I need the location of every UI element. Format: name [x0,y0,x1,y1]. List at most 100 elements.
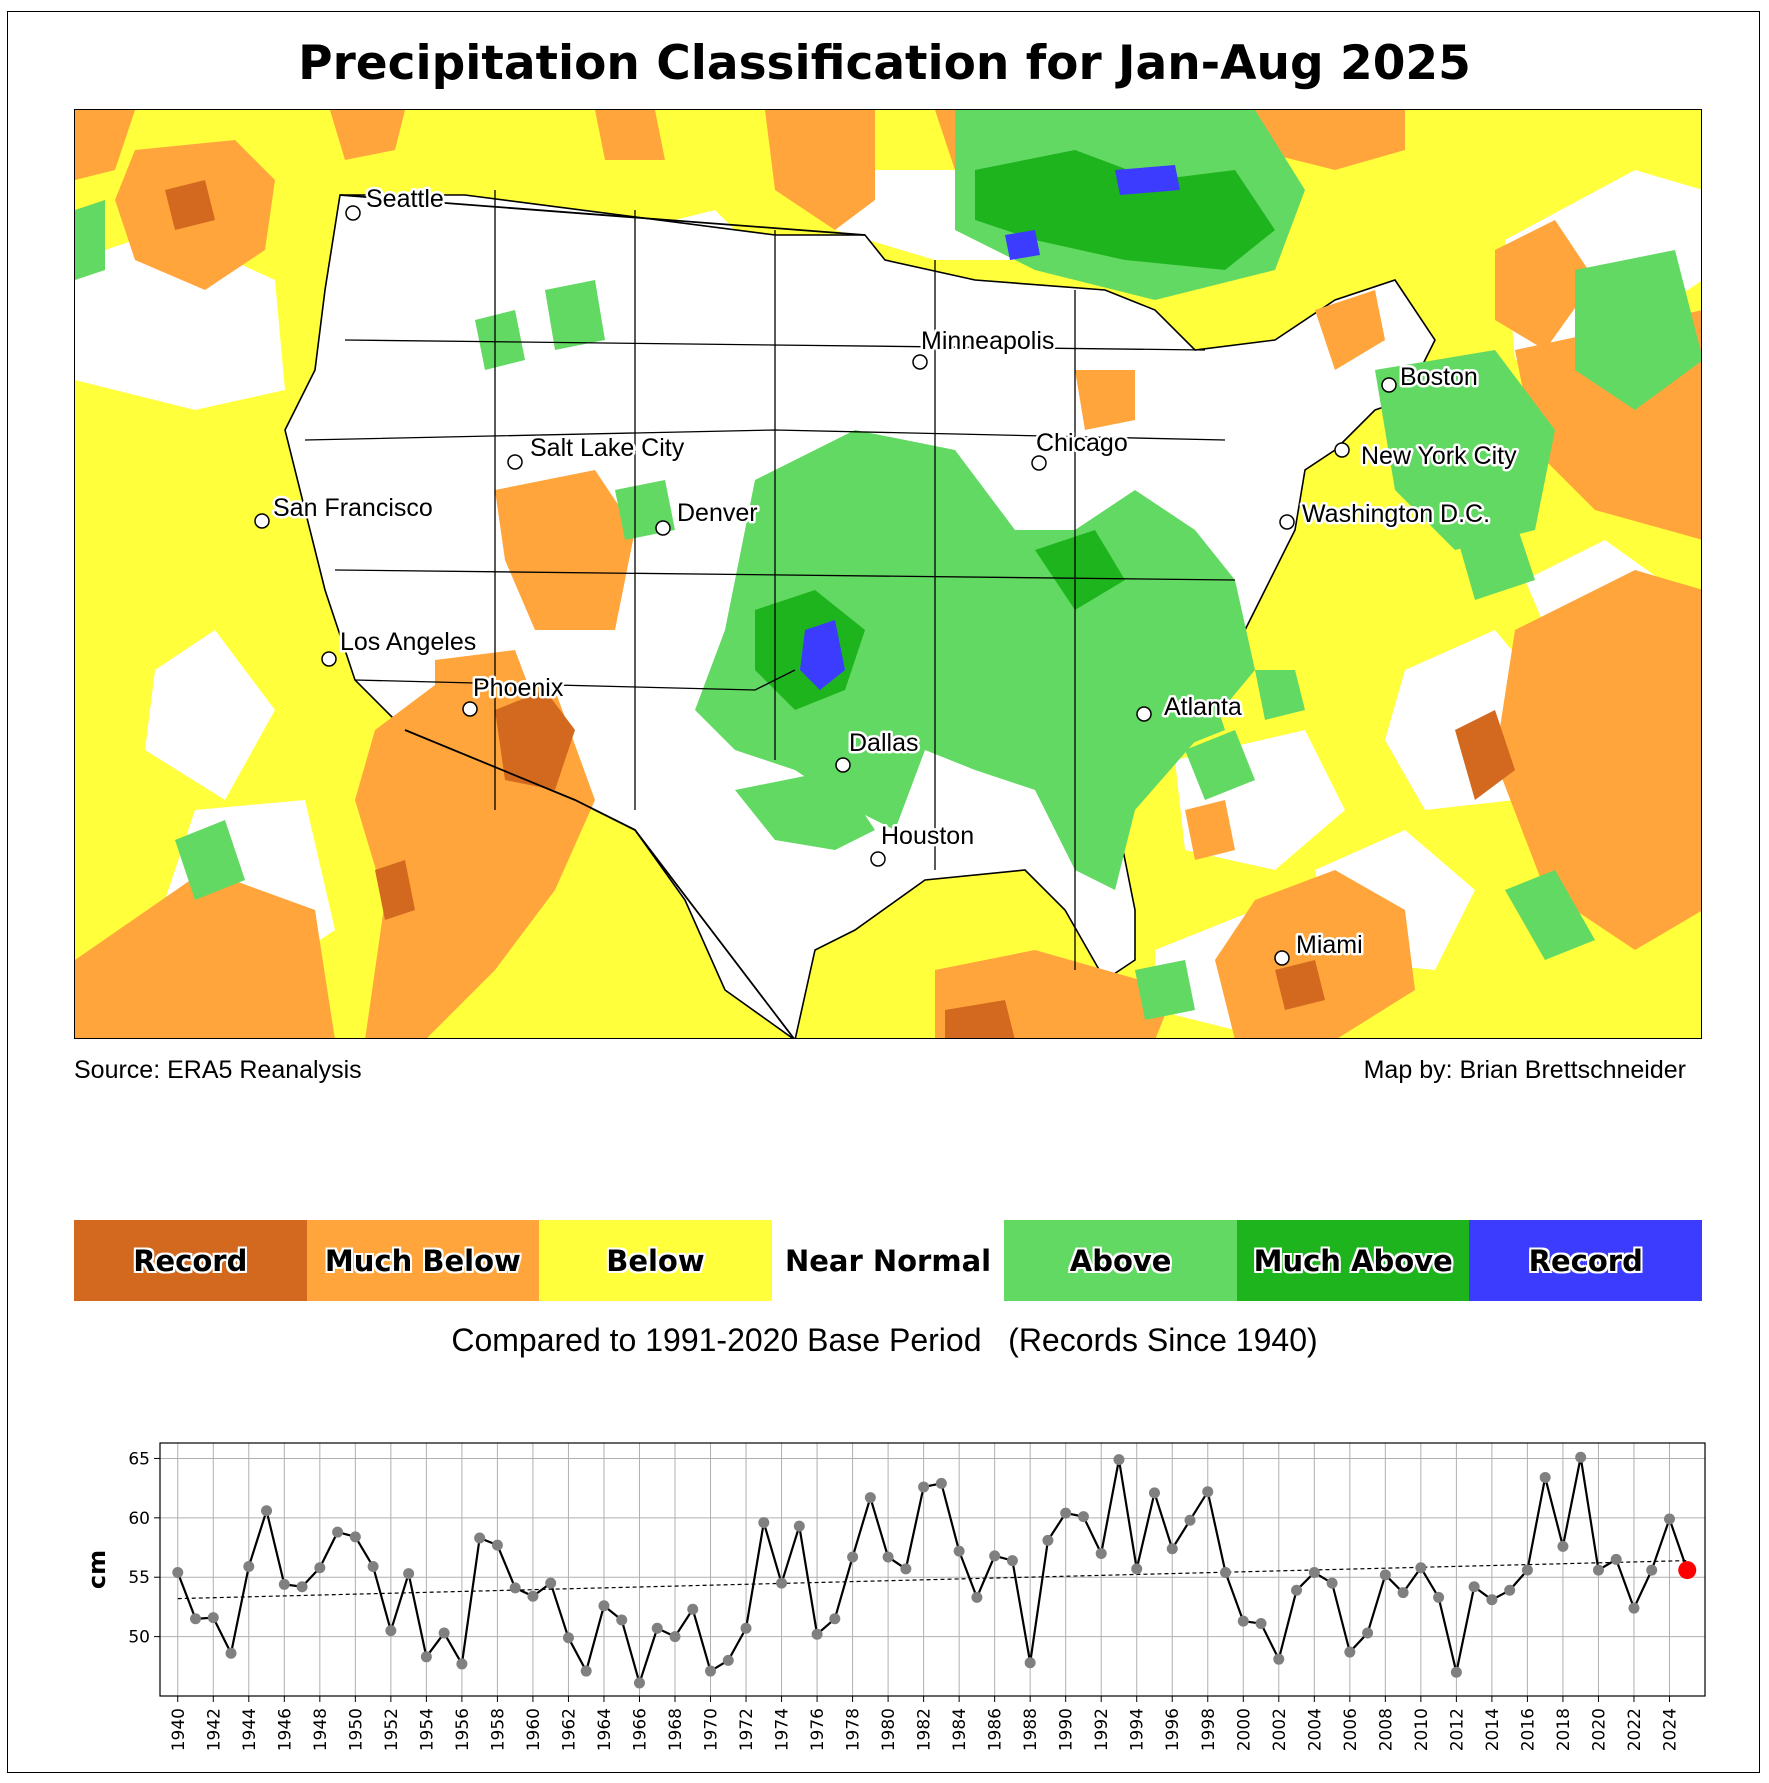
data-point [776,1577,788,1589]
x-tick-label: 2010 [1412,1708,1432,1751]
data-point [403,1568,415,1580]
x-tick-label: 2018 [1554,1708,1574,1751]
x-tick-label: 1940 [169,1708,189,1751]
data-point [1006,1555,1018,1567]
data-point [1539,1471,1551,1483]
city-boston: Boston [1381,361,1480,394]
record-dry-regions [165,180,1515,1038]
data-point [1592,1564,1604,1576]
series-line [176,1457,1689,1687]
x-tick-label: 2016 [1518,1708,1538,1751]
page-title: Precipitation Classification for Jan-Aug… [298,36,1471,91]
precipitation-map: Seattle Minneapolis Boston Salt Lake Cit… [74,109,1702,1039]
x-tick-label: 1992 [1092,1708,1112,1751]
data-point [438,1627,450,1639]
legend-below: Below [539,1220,772,1301]
y-tick-label: 50 [128,1628,150,1648]
data-point [349,1531,361,1543]
data-point [1521,1564,1533,1576]
svg-text:Washington D.C.: Washington D.C. [1302,500,1490,528]
legend-label: Much Below [324,1243,521,1278]
x-tick-label: 1994 [1128,1708,1148,1751]
svg-text:Boston: Boston [1400,363,1478,391]
x-tick-label: 1958 [488,1708,508,1751]
data-point [1379,1569,1391,1581]
data-point [172,1566,184,1578]
city-san-francisco: San Francisco [254,492,435,529]
x-tick-label: 1980 [879,1708,899,1751]
data-point [1060,1507,1072,1519]
data-point [1184,1514,1196,1526]
data-point [1628,1602,1640,1614]
map-canvas: Seattle Minneapolis Boston Salt Lake Cit… [75,110,1701,1038]
data-point [1468,1581,1480,1593]
city-denver: Denver [655,497,760,536]
x-tick-label: 2006 [1341,1708,1361,1751]
data-point [1042,1534,1054,1546]
x-tick-label: 1948 [311,1708,331,1751]
data-point [456,1658,468,1670]
data-point [651,1622,663,1634]
data-point [580,1665,592,1677]
legend-near-normal: Near Normal [771,1220,1005,1301]
data-point [864,1492,876,1504]
data-point [527,1590,539,1602]
x-tick-label: 1942 [204,1708,224,1751]
figure-frame [7,11,1760,1773]
legend-much-above: Much Above [1236,1220,1470,1301]
x-tick-label: 1962 [559,1708,579,1751]
data-point [1504,1584,1516,1596]
data-point [1397,1587,1409,1599]
data-point [474,1532,486,1544]
data-point [1646,1564,1658,1576]
data-point [1663,1513,1675,1525]
x-tick-label: 2012 [1447,1708,1467,1751]
x-tick-label: 2024 [1660,1708,1680,1751]
data-point [1095,1547,1107,1559]
data-point [1113,1454,1125,1466]
data-point [545,1577,557,1589]
x-tick-label: 1946 [275,1708,295,1751]
x-tick-label: 1976 [808,1708,828,1751]
legend-label: Below [606,1243,705,1278]
data-point [1255,1618,1267,1630]
svg-text:San Francisco: San Francisco [273,494,433,522]
data-point [918,1481,930,1493]
trend-line [177,1559,1688,1600]
data-point [1202,1486,1214,1498]
svg-text:Miami: Miami [1296,931,1363,959]
data-point [971,1591,983,1603]
data-point [562,1632,574,1644]
legend-record-dry: Record [74,1220,307,1301]
city-miami: Miami [1274,929,1365,966]
credit-label: Map by: Brian Brettschneider [1363,1056,1686,1084]
data-point [1148,1487,1160,1499]
source-label: Source: ERA5 Reanalysis [74,1056,362,1084]
base-period-caption: Compared to 1991-2020 Base Period (Recor… [451,1322,1318,1358]
data-point [314,1562,326,1574]
x-tick-label: 1954 [417,1708,437,1751]
y-axis-label: cm [83,1550,111,1589]
legend-label: Near Normal [784,1243,992,1278]
svg-text:Houston: Houston [881,822,974,850]
city-phoenix: Phoenix [462,672,566,717]
svg-text:Chicago: Chicago [1036,429,1128,457]
data-point [669,1631,681,1643]
city-seattle: Seattle [345,183,446,221]
data-point [882,1551,894,1563]
x-tick-label: 1960 [524,1708,544,1751]
city-washington-dc: Washington D.C. [1279,498,1493,531]
x-tick-label: 1944 [240,1708,260,1751]
city-chicago: Chicago [1031,427,1130,471]
x-tick-label: 2014 [1483,1708,1503,1751]
x-tick-label: 1950 [346,1708,366,1751]
x-tick-label: 2002 [1270,1708,1290,1751]
city-minneapolis: Minneapolis [912,325,1057,370]
data-point [1237,1615,1249,1627]
data-point [367,1561,379,1573]
data-point [829,1613,841,1625]
x-tick-label: 1964 [595,1708,615,1751]
x-tick-label: 1972 [737,1708,757,1751]
city-new-york-city: New York City [1334,440,1520,473]
data-point [207,1612,219,1624]
